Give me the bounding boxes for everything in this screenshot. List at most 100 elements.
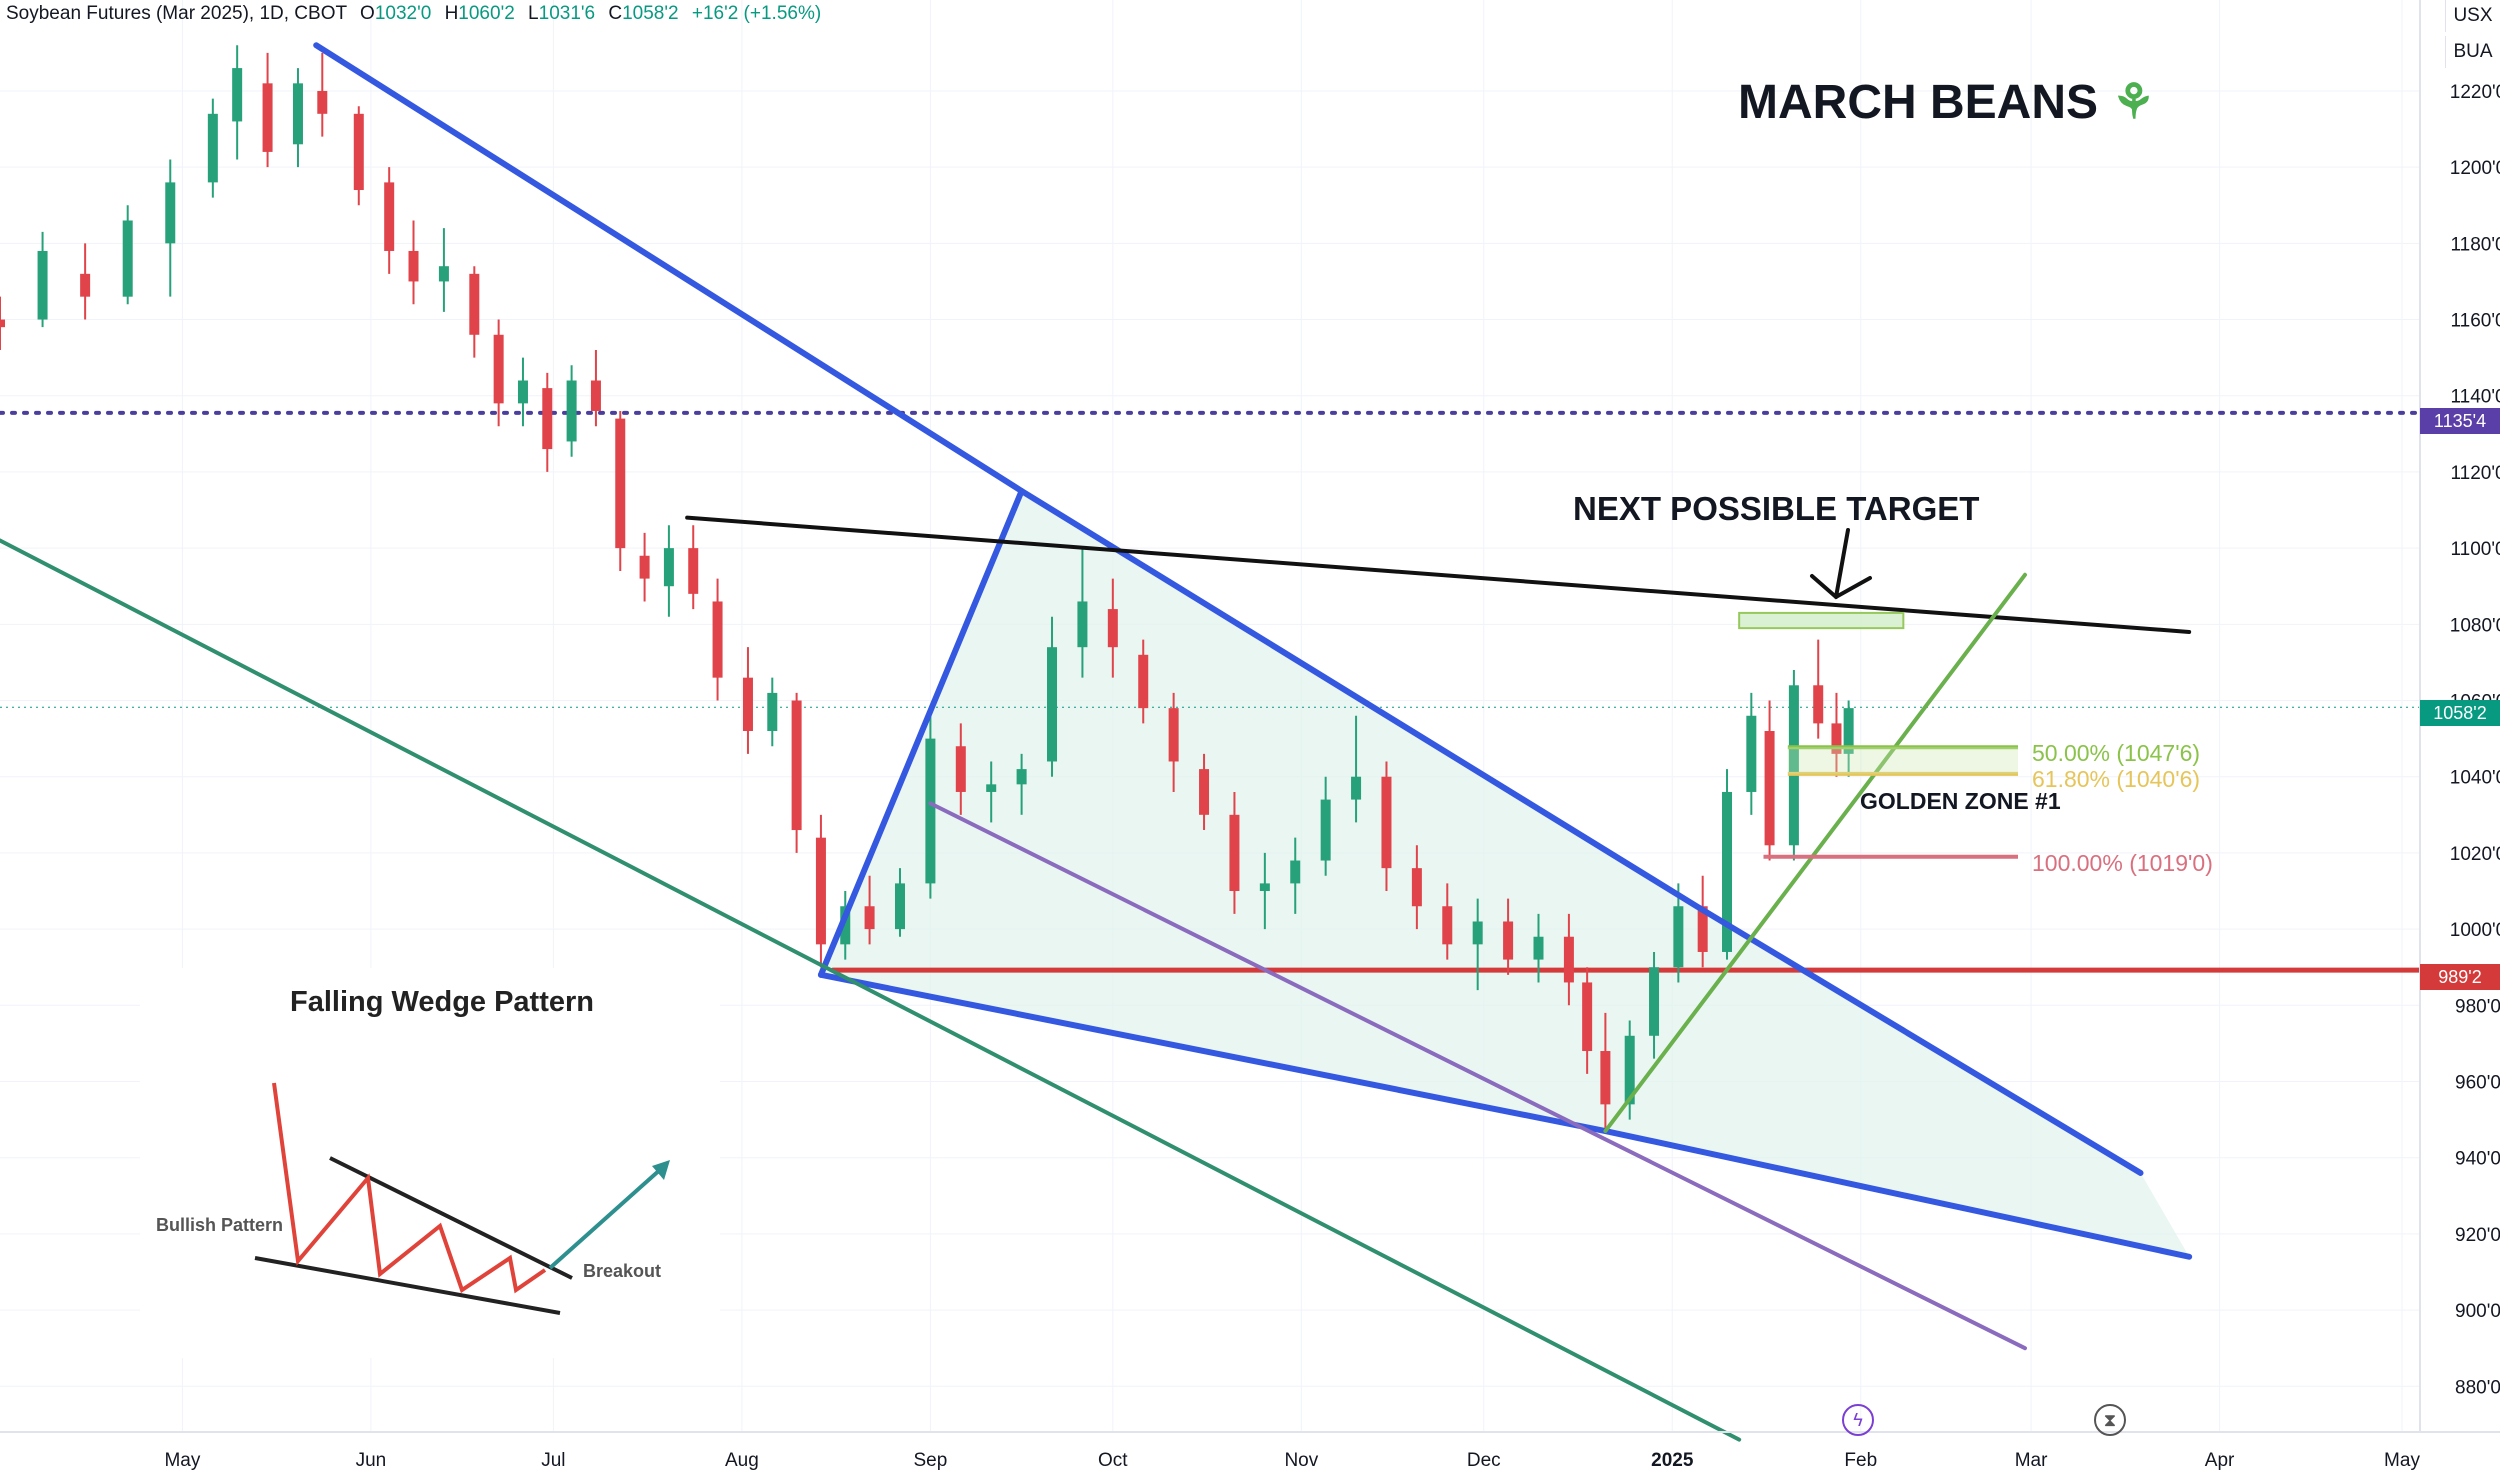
wedge-diagram: [254, 1082, 670, 1315]
wedge-fill: [820, 490, 2190, 1257]
open-value: 1032'0: [374, 3, 432, 24]
lightning-icon[interactable]: ϟ: [1842, 1404, 1874, 1436]
hourglass-icon[interactable]: ⧗: [2094, 1404, 2126, 1436]
x-tick-label: May: [2384, 1450, 2420, 1471]
candle-body: [1077, 601, 1088, 648]
candle-body: [207, 113, 218, 183]
candle-body: [894, 883, 905, 930]
candle-body: [1788, 685, 1799, 846]
bullish-pattern-label: Bullish Pattern: [156, 1215, 284, 1235]
y-tick-label: 1160'0: [2450, 311, 2500, 332]
low-value: 1031'6: [538, 3, 596, 24]
change-value: +16'2 (+1.56%): [691, 3, 822, 24]
y-tick-label: 900'0: [2455, 1301, 2500, 1322]
candle-body: [955, 746, 966, 792]
candle-body: [688, 548, 699, 594]
candle-body: [80, 273, 91, 297]
y-tick-label: 1020'0: [2450, 844, 2500, 865]
title-text: MARCH BEANS: [1738, 76, 2098, 129]
y-tick-label: 1180'0: [2450, 234, 2500, 255]
candle-body: [1813, 685, 1824, 724]
trendline-purple-channel: [928, 801, 2027, 1351]
y-tick-label: 1040'0: [2450, 768, 2500, 789]
open-label: O: [360, 3, 375, 24]
target-box-layer: [1738, 611, 1905, 630]
candle-body: [1259, 883, 1270, 892]
candle-body: [1047, 647, 1058, 762]
candle-body: [122, 220, 133, 297]
y-tick-label: 920'0: [2455, 1225, 2500, 1246]
candle-body: [1600, 1051, 1611, 1105]
candle-body: [1138, 654, 1149, 709]
candle-body: [292, 83, 303, 145]
currency-badge[interactable]: USX: [2445, 0, 2500, 32]
candle-body: [1697, 906, 1708, 952]
candle-body: [384, 182, 395, 251]
x-tick-label: Sep: [913, 1450, 947, 1471]
x-tick-label: Feb: [1844, 1450, 1877, 1471]
x-tick-label: May: [164, 1450, 200, 1471]
x-tick-label: Mar: [2015, 1450, 2048, 1471]
y-tick-label: 1000'0: [2450, 920, 2500, 941]
y-tick-label: 960'0: [2455, 1073, 2500, 1094]
price-tag-989: 989'2: [2420, 964, 2500, 990]
sprout-icon: ⚘: [2112, 76, 2156, 129]
candle-body: [1472, 921, 1483, 945]
candle-body: [1199, 769, 1210, 815]
unit-badge[interactable]: BUA: [2445, 36, 2500, 68]
candle-body: [1229, 814, 1240, 892]
candle-body: [408, 250, 419, 282]
target-arrow-layer: [1810, 528, 1872, 600]
candle-body: [1582, 982, 1593, 1052]
candle-body: [493, 334, 504, 404]
candle-body: [353, 113, 364, 191]
candle-body: [840, 906, 851, 945]
candle-body: [1503, 921, 1514, 960]
x-tick-label: Aug: [725, 1450, 759, 1471]
trendline-green-support: [1603, 572, 2027, 1134]
candle-body: [1722, 791, 1733, 952]
falling-wedge-inset: Falling Wedge Pattern Bullish Pattern Br…: [140, 968, 720, 1358]
candle-body: [864, 906, 875, 930]
candle-body: [590, 380, 601, 411]
candle-body: [1533, 936, 1544, 960]
horizontal-lines: [0, 410, 2423, 973]
candle-body: [663, 548, 674, 587]
candle-body: [1351, 776, 1362, 800]
candle-body: [1381, 776, 1392, 869]
close-value: 1058'2: [622, 3, 679, 24]
candle-body: [925, 738, 936, 884]
fib-100-label: 100.00% (1019'0): [2032, 850, 2213, 876]
trendline-resistance: [685, 515, 2192, 634]
candle-body: [1649, 967, 1660, 1036]
y-tick-label: 1120'0: [2450, 463, 2500, 484]
x-tick-label: Oct: [1098, 1450, 1128, 1471]
y-tick-label: 1140'0: [2450, 387, 2500, 408]
candle-body: [438, 266, 449, 282]
target-annotation: NEXT POSSIBLE TARGET: [1573, 490, 1980, 527]
trendline-teal-channel: [0, 538, 1742, 1442]
y-tick-label: 1080'0: [2450, 615, 2500, 636]
inset-title: Falling Wedge Pattern: [290, 986, 595, 1018]
candle-body: [791, 700, 802, 831]
y-tick-label: 1200'0: [2450, 158, 2500, 179]
candle-body: [986, 784, 997, 792]
candle-body: [1290, 860, 1301, 884]
candle-body: [1411, 868, 1422, 907]
wedge-fill-layer: [820, 490, 2190, 1257]
candle-body: [542, 388, 553, 450]
fib-618-label: 61.80% (1040'6): [2032, 766, 2201, 792]
high-value: 1060'2: [458, 3, 515, 24]
candle-body: [1843, 708, 1854, 754]
candle-body: [165, 182, 176, 244]
breakout-arrow-icon: [652, 1160, 670, 1180]
price-tag-last: 1058'2: [2420, 700, 2500, 726]
candle-body: [815, 837, 826, 945]
candle-body: [1673, 906, 1684, 968]
breakout-label: Breakout: [583, 1261, 662, 1281]
candle-body: [767, 692, 778, 731]
fib-50-label: 50.00% (1047'6): [2032, 740, 2201, 766]
time-axis: May Jun Jul Aug Sep Oct Nov Dec 2025 Feb Mar Apr May: [0, 1431, 2500, 1471]
candles-layer: [0, 45, 1854, 1132]
